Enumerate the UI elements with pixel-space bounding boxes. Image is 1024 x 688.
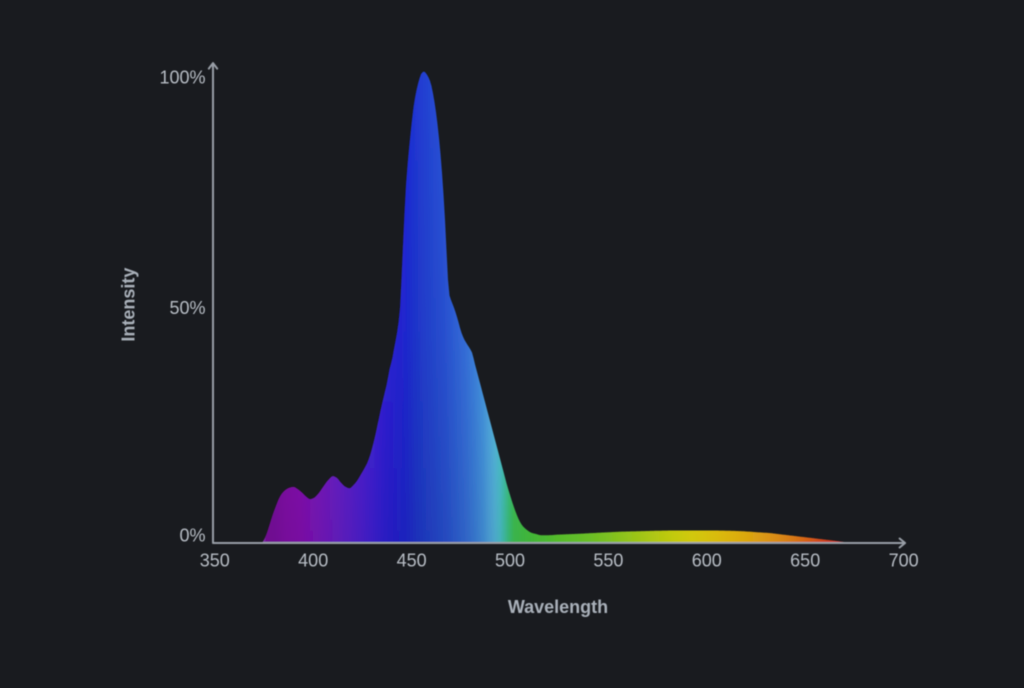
svg-text:0%: 0% [179, 525, 205, 545]
svg-text:Wavelength: Wavelength [508, 597, 608, 617]
svg-text:700: 700 [889, 551, 919, 571]
svg-text:450: 450 [397, 551, 427, 571]
svg-text:400: 400 [298, 551, 328, 571]
svg-text:500: 500 [495, 551, 525, 571]
svg-text:50%: 50% [169, 298, 205, 318]
svg-text:350: 350 [200, 551, 230, 571]
svg-text:550: 550 [593, 551, 623, 571]
svg-text:600: 600 [692, 551, 722, 571]
svg-text:650: 650 [790, 551, 820, 571]
svg-text:Intensity: Intensity [118, 268, 138, 342]
svg-text:100%: 100% [159, 67, 205, 87]
